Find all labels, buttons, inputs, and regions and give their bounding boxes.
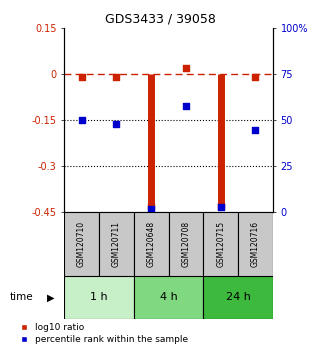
Bar — [64, 276, 134, 319]
Bar — [99, 212, 134, 276]
Text: GSM120710: GSM120710 — [77, 221, 86, 267]
Legend: log10 ratio, percentile rank within the sample: log10 ratio, percentile rank within the … — [21, 323, 188, 344]
Bar — [203, 212, 238, 276]
Point — [218, 204, 223, 209]
Point — [218, 204, 223, 210]
Bar — [134, 276, 203, 319]
Text: 24 h: 24 h — [226, 292, 250, 302]
Text: 4 h: 4 h — [160, 292, 178, 302]
Point — [79, 118, 84, 123]
Text: GSM120716: GSM120716 — [251, 221, 260, 267]
Bar — [238, 212, 273, 276]
Point — [183, 65, 188, 71]
Point — [253, 127, 258, 132]
Text: GDS3433 / 39058: GDS3433 / 39058 — [105, 12, 216, 25]
Text: ▶: ▶ — [47, 292, 54, 302]
Text: 1 h: 1 h — [90, 292, 108, 302]
Text: GSM120715: GSM120715 — [216, 221, 225, 267]
Text: GSM120708: GSM120708 — [181, 221, 190, 267]
Point — [114, 121, 119, 127]
Bar — [169, 212, 203, 276]
Point — [183, 103, 188, 108]
Point — [149, 204, 154, 209]
Text: GSM120711: GSM120711 — [112, 221, 121, 267]
Point — [114, 75, 119, 80]
Text: time: time — [10, 292, 33, 302]
Bar — [134, 212, 169, 276]
Point — [79, 75, 84, 80]
Point — [149, 206, 154, 212]
Bar — [203, 276, 273, 319]
Point — [253, 75, 258, 80]
Text: GSM120648: GSM120648 — [147, 221, 156, 267]
Bar — [64, 212, 99, 276]
